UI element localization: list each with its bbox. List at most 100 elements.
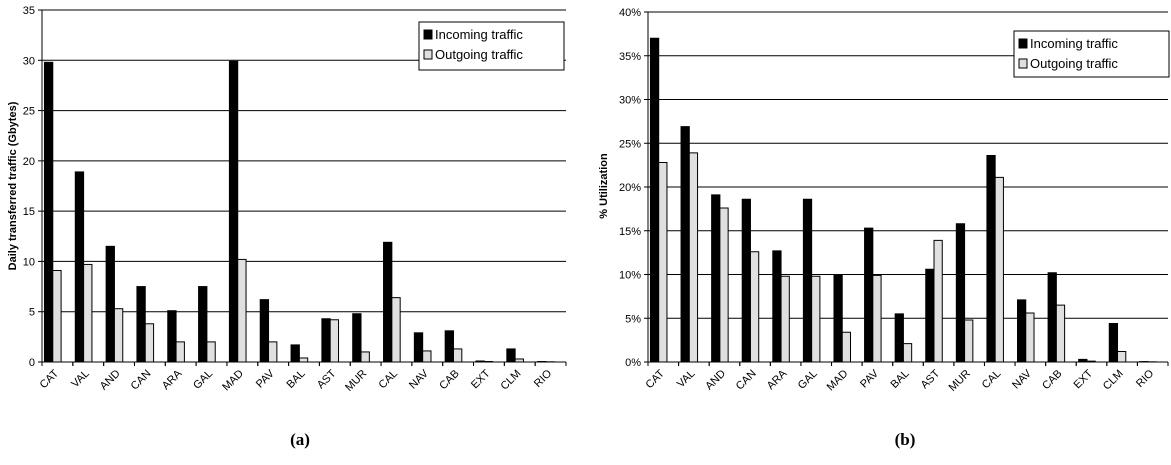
x-tick-label: CAN xyxy=(734,368,759,393)
x-tick-label: AST xyxy=(919,367,943,391)
bar-outgoing-traffic-nav xyxy=(1025,312,1035,363)
chart-panel-b: 0% 5% 10% 15% 20% 25% 30% 35% 40% % Utilization CA… xyxy=(598,7,1170,449)
bar-outgoing-traffic-nav xyxy=(422,350,432,363)
x-tick-label: PAV xyxy=(858,367,881,390)
bar-incoming-traffic-mur xyxy=(955,223,966,363)
bar-incoming-traffic-clm xyxy=(1108,323,1119,363)
bar-outgoing-traffic-pav xyxy=(872,274,882,363)
bar-outgoing-traffic-pav xyxy=(268,341,278,363)
legend-swatch-outgoing-traffic xyxy=(423,49,433,60)
x-tick-label: EXT xyxy=(469,367,493,391)
bar-incoming-traffic-bal xyxy=(894,313,904,363)
y-tick-label: 40% xyxy=(619,7,641,19)
bar-incoming-traffic-and xyxy=(105,245,115,363)
bar-incoming-traffic-nav xyxy=(1017,299,1027,363)
x-tick-label: GAL xyxy=(191,368,215,392)
bar-outgoing-traffic-clm xyxy=(1117,351,1127,363)
bar-incoming-traffic-gal xyxy=(198,286,208,363)
y-tick-label: 30% xyxy=(619,95,641,107)
bar-incoming-traffic-cab xyxy=(1047,272,1057,363)
bar-incoming-traffic-nav xyxy=(413,332,424,363)
y-axis-label: % Utilization xyxy=(598,153,610,219)
bar-outgoing-traffic-cat xyxy=(658,162,668,363)
bar-outgoing-traffic-clm xyxy=(514,358,524,363)
x-tick-label: CAN xyxy=(129,368,154,393)
x-tick-label: NAV xyxy=(1010,367,1034,391)
bar-outgoing-traffic-mad xyxy=(841,331,851,363)
y-tick-label: 25 xyxy=(23,106,35,118)
y-tick-label: 5 xyxy=(29,307,35,319)
legend-swatch-outgoing-traffic xyxy=(1018,58,1028,69)
bar-incoming-traffic-pav xyxy=(259,299,270,363)
x-tick-label: CAB xyxy=(437,368,461,392)
bar-incoming-traffic-ara xyxy=(167,310,177,363)
x-tick-label: MUR xyxy=(343,368,369,394)
bar-outgoing-traffic-mur xyxy=(360,351,370,363)
bar-incoming-traffic-pav xyxy=(864,227,874,363)
legend-swatch-incoming-traffic xyxy=(1018,38,1028,49)
bar-incoming-traffic-cal xyxy=(383,241,393,363)
x-tick-label: NAV xyxy=(407,367,431,391)
y-tick-label: 15 xyxy=(23,206,35,218)
bar-outgoing-traffic-and xyxy=(719,207,729,363)
y-tick-label: 0 xyxy=(29,357,35,369)
panel-label: (b) xyxy=(895,430,916,449)
y-tick-label: 5% xyxy=(625,313,641,325)
bar-incoming-traffic-gal xyxy=(802,198,813,363)
y-tick-label: 10% xyxy=(619,270,641,282)
bar-outgoing-traffic-ext xyxy=(1086,360,1096,363)
x-tick-label: BAL xyxy=(284,368,307,391)
bar-incoming-traffic-and xyxy=(711,194,721,363)
bar-incoming-traffic-mad xyxy=(228,60,239,363)
legend-swatch-incoming-traffic xyxy=(423,29,433,40)
x-tick-label: MUR xyxy=(947,368,973,394)
panel-label: (a) xyxy=(290,430,310,449)
bar-outgoing-traffic-and xyxy=(113,308,124,363)
x-tick-label: VAL xyxy=(69,368,92,391)
bar-outgoing-traffic-can xyxy=(144,323,155,363)
x-tick-label: CLM xyxy=(499,368,524,393)
y-tick-label: 20 xyxy=(23,156,35,168)
bar-incoming-traffic-ast xyxy=(925,268,935,363)
legend: Incoming traffic Outgoing traffic xyxy=(418,21,565,71)
bar-incoming-traffic-rio xyxy=(537,360,547,363)
bar-outgoing-traffic-gal xyxy=(206,341,216,363)
bar-incoming-traffic-ara xyxy=(772,250,782,363)
bar-incoming-traffic-can xyxy=(136,286,146,363)
y-tick-label: 10 xyxy=(23,256,35,268)
x-tick-label: RIO xyxy=(1134,367,1157,390)
legend-label: Incoming traffic xyxy=(435,27,523,42)
bar-outgoing-traffic-cab xyxy=(452,348,463,363)
bar-incoming-traffic-cat xyxy=(649,37,660,363)
x-tick-label: AND xyxy=(98,368,123,393)
y-tick-label: 25% xyxy=(619,138,641,150)
bar-outgoing-traffic-mad xyxy=(237,258,247,363)
bar-incoming-traffic-mad xyxy=(833,274,843,363)
legend: Incoming traffic Outgoing traffic xyxy=(1013,30,1170,78)
legend-box xyxy=(418,21,565,71)
x-tick-label: CAT xyxy=(38,367,62,391)
x-tick-label: ARA xyxy=(160,367,185,392)
bar-outgoing-traffic-ara xyxy=(175,341,185,363)
y-tick-label: 30 xyxy=(23,55,35,67)
bar-incoming-traffic-clm xyxy=(506,348,516,363)
x-tick-label: CAL xyxy=(980,368,1004,392)
legend-box xyxy=(1013,30,1170,78)
y-tick-label: 15% xyxy=(619,226,641,238)
x-tick-label: CAL xyxy=(377,368,401,392)
bar-outgoing-traffic-can xyxy=(749,251,760,363)
bar-outgoing-traffic-ast xyxy=(933,239,943,363)
x-tick-label: MAD xyxy=(220,368,246,394)
x-tick-label: VAL xyxy=(675,368,698,391)
bar-outgoing-traffic-ast xyxy=(329,319,340,363)
x-tick-label: BAL xyxy=(888,368,911,391)
bar-outgoing-traffic-ara xyxy=(780,275,790,363)
bar-outgoing-traffic-val xyxy=(83,263,93,363)
bar-outgoing-traffic-mur xyxy=(964,319,974,363)
bar-incoming-traffic-val xyxy=(74,171,85,363)
x-tick-label: EXT xyxy=(1072,367,1096,391)
y-axis-label: Daily transferred traffic (Gbytes) xyxy=(7,101,19,270)
bar-outgoing-traffic-cal xyxy=(994,176,1004,363)
bar-incoming-traffic-bal xyxy=(290,344,300,363)
